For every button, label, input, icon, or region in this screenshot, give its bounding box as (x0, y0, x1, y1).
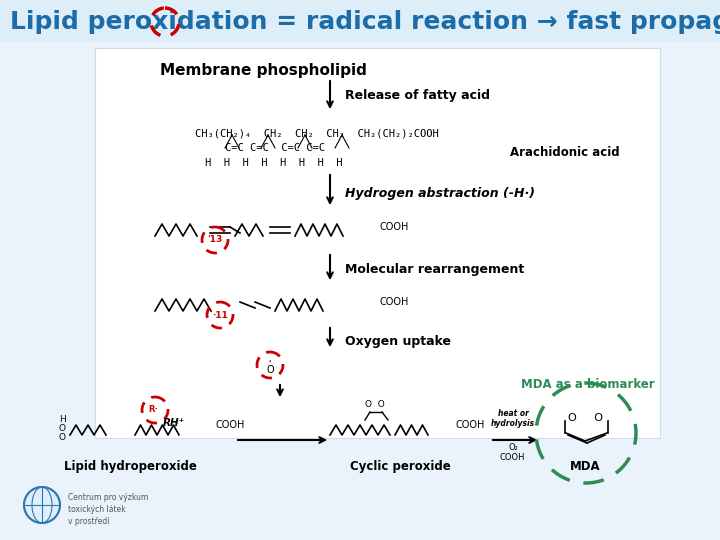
FancyBboxPatch shape (95, 48, 660, 438)
Text: MDA as a biomarker: MDA as a biomarker (521, 379, 654, 392)
Text: O₂: O₂ (508, 443, 518, 452)
Text: ·11: ·11 (212, 310, 228, 320)
Text: Molecular rearrangement: Molecular rearrangement (345, 264, 524, 276)
Text: Centrum pro výzkum
toxických látek
v prostředí: Centrum pro výzkum toxických látek v pro… (68, 493, 148, 525)
Text: CH₃(CH₂)₄  CH₂  CH₂  CH₂  CH₂(CH₂)₂COOH: CH₃(CH₂)₄ CH₂ CH₂ CH₂ CH₂(CH₂)₂COOH (195, 128, 438, 138)
Text: Arachidonic acid: Arachidonic acid (510, 145, 620, 159)
Text: Lipid hydroperoxide: Lipid hydroperoxide (63, 460, 197, 473)
Text: Cyclic peroxide: Cyclic peroxide (350, 460, 451, 473)
Text: COOH: COOH (455, 420, 485, 430)
Text: COOH: COOH (380, 222, 410, 232)
Text: H
O
O: H O O (58, 415, 66, 442)
Text: RH⁺: RH⁺ (163, 418, 185, 428)
Text: COOH: COOH (215, 420, 244, 430)
Text: C=C C=C  C=C C=C: C=C C=C C=C C=C (225, 143, 325, 153)
Text: Hydrogen abstraction (-H·): Hydrogen abstraction (-H·) (345, 186, 535, 199)
Text: COOH: COOH (499, 453, 525, 462)
Text: O     O: O O (567, 413, 603, 423)
Text: R·: R· (148, 406, 158, 415)
Text: heat or
hydrolysis: heat or hydrolysis (491, 409, 535, 428)
Circle shape (24, 487, 60, 523)
Text: O  O: O O (365, 400, 384, 409)
Text: Membrane phospholipid: Membrane phospholipid (160, 63, 367, 78)
Text: Lipid peroxidation = radical reaction → fast propagation: Lipid peroxidation = radical reaction → … (10, 10, 720, 34)
Text: H  H  H  H  H  H  H  H: H H H H H H H H (205, 158, 343, 168)
Text: ·: · (268, 355, 272, 369)
Text: '13: '13 (207, 235, 222, 245)
FancyBboxPatch shape (0, 0, 720, 42)
Text: Oxygen uptake: Oxygen uptake (345, 335, 451, 348)
Text: O: O (266, 365, 274, 375)
Text: MDA: MDA (570, 460, 600, 473)
Text: COOH: COOH (380, 297, 410, 307)
Text: Release of fatty acid: Release of fatty acid (345, 89, 490, 102)
